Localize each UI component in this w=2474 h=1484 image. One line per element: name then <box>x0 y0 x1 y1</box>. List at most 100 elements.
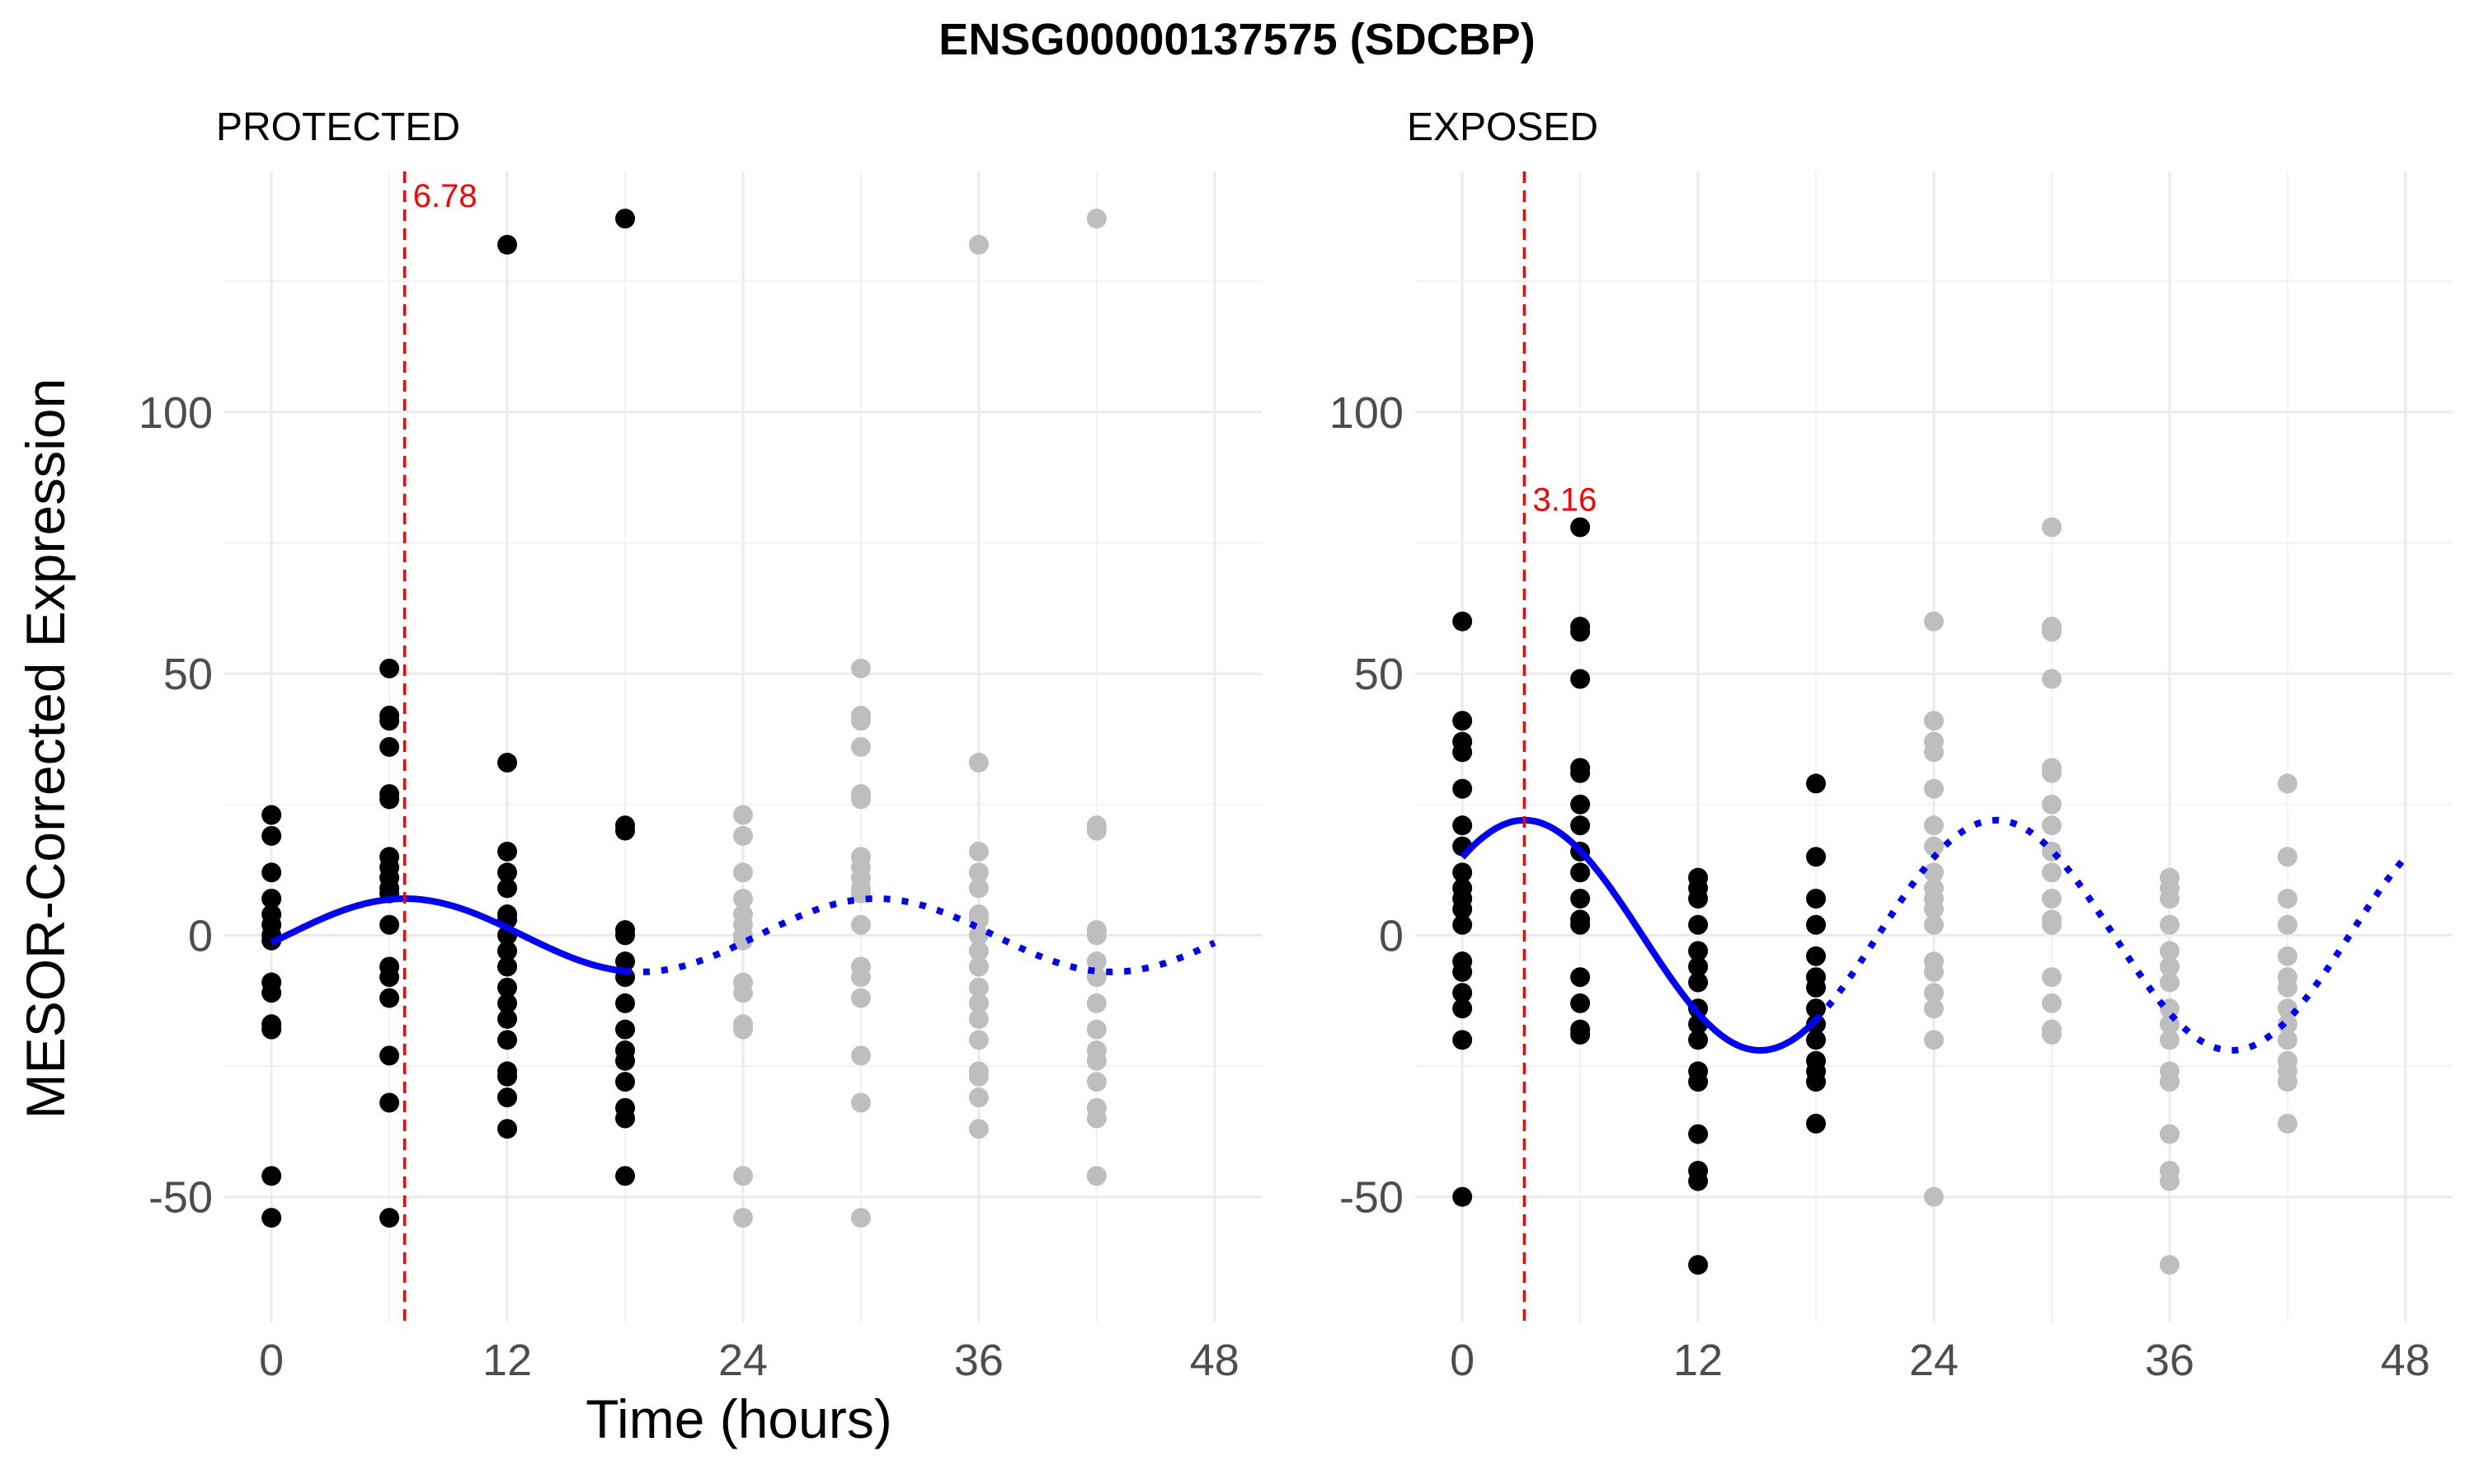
replicated-point <box>1924 961 1944 982</box>
fit-curve-dotted <box>1813 816 2408 1054</box>
replicated-point <box>2159 889 2180 909</box>
replicated-point <box>2159 1124 2180 1144</box>
replicated-point <box>850 789 871 810</box>
observed-point <box>1806 977 1827 998</box>
observed-point <box>1806 914 1827 935</box>
y-tick-label: 50 <box>1354 650 1404 699</box>
replicated-point <box>733 889 753 909</box>
observed-point <box>379 1208 400 1228</box>
replicated-point <box>1086 1019 1107 1040</box>
replicated-point <box>2041 914 2062 935</box>
observed-point <box>1806 773 1827 794</box>
replicated-point <box>2159 1255 2180 1275</box>
observed-point <box>1570 1025 1591 1045</box>
replicated-point <box>1924 778 1944 799</box>
replicated-point <box>1924 1186 1944 1207</box>
replicated-point <box>733 805 753 825</box>
replicated-point <box>1924 862 1944 883</box>
replicated-point <box>968 993 989 1013</box>
replicated-point <box>1924 1030 1944 1050</box>
observed-point <box>1688 1124 1709 1144</box>
replicated-point <box>733 983 753 1003</box>
observed-point <box>1452 711 1473 731</box>
y-tick-label: 50 <box>163 650 213 699</box>
panel-protected: PROTECTED -50 0 50 100 0 12 24 36 48 6.78 <box>139 106 1262 1385</box>
observed-point <box>1452 998 1473 1019</box>
y-tick-label: -50 <box>1339 1173 1404 1223</box>
observed-point <box>1452 815 1473 836</box>
replicated-point <box>968 1066 989 1087</box>
observed-point <box>261 1208 282 1228</box>
observed-point <box>1688 956 1709 977</box>
replicated-point <box>1086 209 1107 229</box>
observed-point <box>1570 794 1591 815</box>
fit-curve-solid <box>270 895 626 974</box>
replicated-point <box>2041 815 2062 836</box>
observed-point <box>1452 1030 1473 1050</box>
observed-point <box>1570 815 1591 836</box>
replicated-point <box>2277 1030 2298 1050</box>
replicated-point <box>2159 1030 2180 1050</box>
acrophase-label: 6.78 <box>413 178 477 214</box>
y-tick-label: 100 <box>139 388 213 438</box>
replicated-point <box>1924 815 1944 836</box>
observed-point <box>497 841 518 862</box>
replicated-point <box>1924 836 1944 857</box>
observed-point <box>1688 972 1709 993</box>
observed-point <box>615 1166 636 1186</box>
x-tick-label: 48 <box>2381 1336 2430 1385</box>
replicated-point <box>1086 993 1107 1013</box>
observed-point <box>1806 847 1827 867</box>
replicated-point <box>1924 711 1944 731</box>
replicated-point <box>2277 773 2298 794</box>
observed-point <box>497 941 518 961</box>
replicated-point <box>2041 889 2062 909</box>
observed-point <box>1570 622 1591 642</box>
observed-point <box>1806 1030 1827 1050</box>
observed-point <box>379 711 400 731</box>
replicated-point <box>968 841 989 862</box>
replicated-point <box>968 862 989 883</box>
replicated-point <box>2159 972 2180 993</box>
replicated-point <box>2277 1113 2298 1134</box>
observed-point <box>261 889 282 909</box>
observed-point <box>261 862 282 883</box>
replicated-point <box>2277 1072 2298 1092</box>
observed-point <box>261 1019 282 1040</box>
observed-point <box>497 862 518 883</box>
replicated-point <box>2041 993 2062 1013</box>
replicated-point <box>1924 611 1944 632</box>
replicated-point <box>1924 914 1944 935</box>
replicated-point <box>2159 956 2180 977</box>
observed-point <box>1806 946 1827 966</box>
x-tick-label: 12 <box>482 1336 532 1385</box>
replicated-point <box>850 711 871 731</box>
x-axis-label: Time (hours) <box>586 1388 892 1449</box>
observed-point <box>1688 1255 1709 1275</box>
observed-point <box>1452 983 1473 1003</box>
replicated-point <box>968 234 989 255</box>
y-axis-label: MESOR-Corrected Expression <box>15 378 76 1120</box>
chart-title: ENSG00000137575 (SDCBP) <box>938 15 1535 64</box>
observed-point <box>497 753 518 773</box>
fit-curve-dotted <box>624 895 1216 975</box>
replicated-point <box>1086 1108 1107 1129</box>
replicated-point <box>968 1008 989 1029</box>
replicated-point <box>850 988 871 1008</box>
observed-point <box>1806 1113 1827 1134</box>
replicated-point <box>1924 899 1944 919</box>
replicated-point <box>2041 763 2062 783</box>
replicated-point <box>733 1208 753 1228</box>
observed-point <box>379 914 400 935</box>
x-tick-label: 24 <box>718 1336 768 1385</box>
replicated-point <box>733 825 753 846</box>
replicated-point <box>2277 889 2298 909</box>
replicated-point <box>1086 1166 1107 1186</box>
observed-point <box>379 789 400 810</box>
observed-point <box>615 1050 636 1071</box>
replicated-point <box>1924 742 1944 763</box>
observed-point <box>1570 993 1591 1013</box>
observed-point <box>615 209 636 229</box>
